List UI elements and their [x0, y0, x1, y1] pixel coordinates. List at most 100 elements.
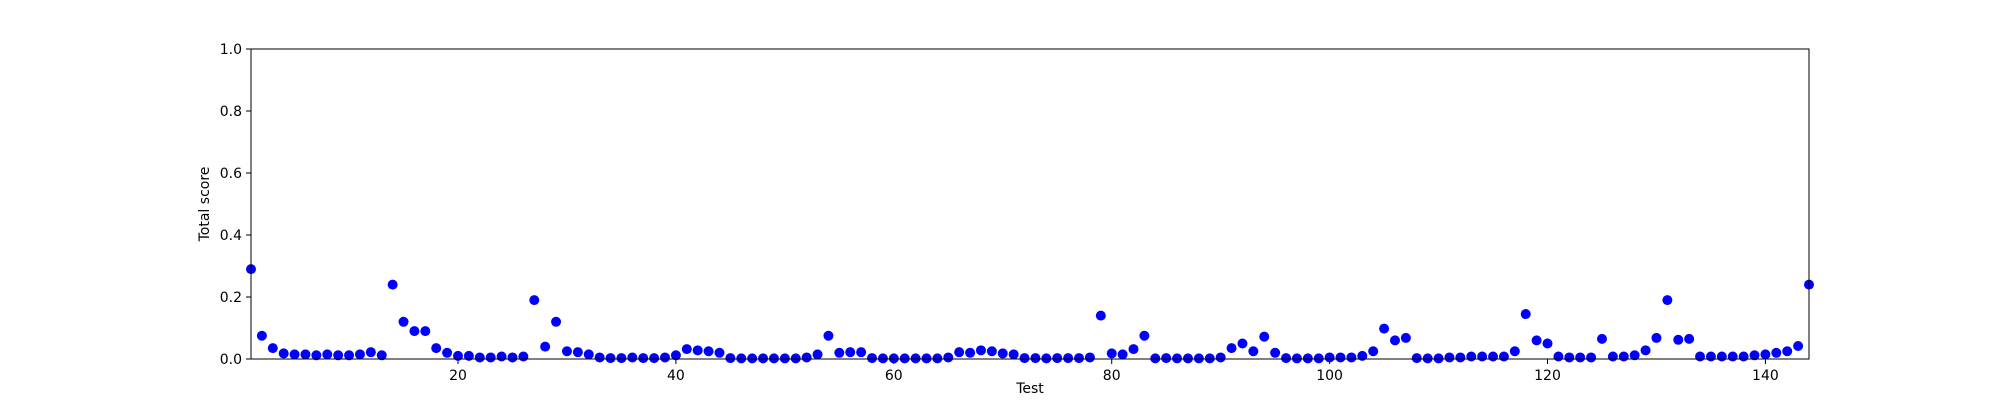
- data-point: [856, 347, 867, 358]
- data-point: [801, 352, 812, 363]
- data-point: [965, 347, 976, 358]
- data-point: [1041, 353, 1052, 364]
- data-point: [605, 353, 616, 364]
- data-point: [1291, 353, 1302, 364]
- data-point: [1738, 351, 1749, 362]
- data-point: [376, 350, 387, 361]
- data-point: [267, 343, 278, 354]
- x-tick-label: 120: [1534, 368, 1561, 384]
- y-axis-label: Total score: [197, 167, 213, 243]
- data-point: [1760, 349, 1771, 360]
- data-point: [1433, 353, 1444, 364]
- data-point: [1346, 352, 1357, 363]
- data-point: [1498, 351, 1509, 362]
- data-point: [409, 326, 420, 337]
- data-point: [1575, 352, 1586, 363]
- data-point: [1117, 349, 1128, 360]
- data-point: [1030, 353, 1041, 364]
- data-point: [561, 346, 572, 357]
- data-point: [507, 352, 518, 363]
- data-point: [442, 347, 453, 358]
- data-point: [1651, 332, 1662, 343]
- data-point: [1793, 340, 1804, 351]
- data-point: [1705, 351, 1716, 362]
- data-point: [594, 352, 605, 363]
- data-point: [1248, 346, 1259, 357]
- data-point: [1063, 353, 1074, 364]
- data-point: [758, 353, 769, 364]
- data-point: [496, 351, 507, 362]
- data-point: [986, 346, 997, 357]
- data-point: [1281, 353, 1292, 364]
- data-point: [670, 350, 681, 361]
- data-point: [899, 353, 910, 364]
- data-point: [1400, 332, 1411, 343]
- data-point: [453, 350, 464, 361]
- data-point: [551, 316, 562, 327]
- data-point: [1509, 346, 1520, 357]
- x-tick-label: 20: [449, 368, 467, 384]
- data-point: [1150, 353, 1161, 364]
- data-point: [1302, 353, 1313, 364]
- data-point: [1553, 351, 1564, 362]
- data-point: [660, 352, 671, 363]
- data-point: [300, 349, 311, 360]
- data-point: [1095, 310, 1106, 321]
- data-point: [256, 330, 267, 341]
- data-point: [1074, 353, 1085, 364]
- data-point: [845, 347, 856, 358]
- data-point: [921, 353, 932, 364]
- y-tick-label: 0.2: [220, 290, 242, 306]
- data-point: [1673, 334, 1684, 345]
- data-point: [616, 353, 627, 364]
- data-point: [692, 345, 703, 356]
- data-point: [1335, 352, 1346, 363]
- data-point: [867, 353, 878, 364]
- data-point: [540, 341, 551, 352]
- data-point: [1215, 352, 1226, 363]
- data-point: [747, 353, 758, 364]
- data-point: [1357, 350, 1368, 361]
- data-point: [736, 353, 747, 364]
- data-point: [1379, 323, 1390, 334]
- data-point: [834, 347, 845, 358]
- data-point: [1052, 353, 1063, 364]
- x-tick-label: 40: [667, 368, 685, 384]
- x-tick-label: 140: [1752, 368, 1779, 384]
- data-point: [888, 353, 899, 364]
- data-point: [943, 352, 954, 363]
- data-point: [823, 330, 834, 341]
- data-point: [1531, 335, 1542, 346]
- data-point: [1172, 353, 1183, 364]
- data-point: [278, 348, 289, 359]
- data-point: [583, 349, 594, 360]
- data-point: [387, 279, 398, 290]
- plot-frame: [250, 48, 1810, 360]
- data-point: [365, 347, 376, 358]
- data-point: [725, 353, 736, 364]
- data-point: [954, 347, 965, 358]
- data-point: [1727, 351, 1738, 362]
- data-point: [572, 347, 583, 358]
- data-point: [1106, 348, 1117, 359]
- data-point: [529, 295, 540, 306]
- data-point: [1422, 353, 1433, 364]
- data-point: [1019, 353, 1030, 364]
- data-point: [1640, 345, 1651, 356]
- y-tick-label: 0.8: [220, 104, 242, 120]
- data-point: [681, 344, 692, 355]
- data-point: [1618, 351, 1629, 362]
- data-point: [1324, 352, 1335, 363]
- data-point: [714, 347, 725, 358]
- data-point: [1455, 352, 1466, 363]
- data-point: [1596, 333, 1607, 344]
- data-point: [322, 349, 333, 360]
- data-point: [1542, 338, 1553, 349]
- data-point: [1695, 351, 1706, 362]
- data-point: [790, 353, 801, 364]
- data-point: [975, 345, 986, 356]
- data-point: [768, 353, 779, 364]
- data-point: [431, 343, 442, 354]
- data-point: [1237, 338, 1248, 349]
- data-point: [1270, 347, 1281, 358]
